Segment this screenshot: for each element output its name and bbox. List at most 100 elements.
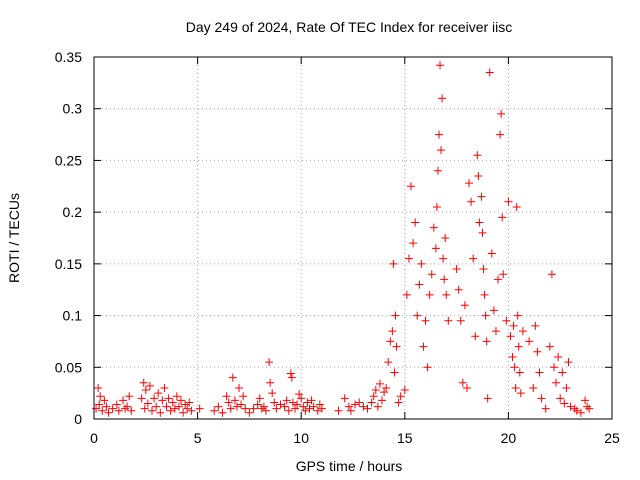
data-point bbox=[389, 259, 398, 268]
data-point bbox=[413, 311, 422, 320]
data-point bbox=[506, 332, 515, 341]
data-point bbox=[570, 404, 579, 413]
data-point bbox=[170, 404, 179, 413]
data-point bbox=[549, 363, 558, 372]
data-point bbox=[384, 358, 393, 367]
data-point bbox=[531, 321, 540, 330]
data-point bbox=[392, 342, 401, 351]
data-point bbox=[511, 383, 520, 392]
y-tick-label: 0.35 bbox=[55, 49, 82, 65]
data-point bbox=[276, 400, 285, 409]
data-point bbox=[554, 352, 563, 361]
data-point bbox=[456, 316, 465, 325]
data-point bbox=[288, 398, 297, 407]
data-point bbox=[344, 402, 353, 411]
data-point bbox=[140, 404, 149, 413]
data-point bbox=[317, 404, 326, 413]
data-point bbox=[299, 402, 308, 411]
data-point bbox=[498, 213, 507, 222]
data-point bbox=[482, 337, 491, 346]
data-point bbox=[309, 402, 318, 411]
data-point bbox=[346, 406, 355, 415]
x-axis-label: GPS time / hours bbox=[296, 458, 403, 474]
data-point bbox=[452, 265, 461, 274]
data-point bbox=[102, 402, 111, 411]
data-point bbox=[230, 396, 239, 405]
data-point bbox=[125, 392, 134, 401]
data-point bbox=[458, 378, 467, 387]
data-point bbox=[407, 182, 416, 191]
data-point bbox=[572, 406, 581, 415]
data-point bbox=[222, 392, 231, 401]
data-point bbox=[98, 406, 107, 415]
plot-frame bbox=[93, 56, 613, 420]
data-point bbox=[402, 290, 411, 299]
data-point bbox=[141, 386, 150, 395]
data-point bbox=[172, 392, 181, 401]
data-point bbox=[491, 327, 500, 336]
data-point bbox=[315, 400, 324, 409]
data-point bbox=[137, 394, 146, 403]
data-point bbox=[378, 396, 387, 405]
data-point bbox=[119, 396, 128, 405]
y-tick-label: 0.25 bbox=[55, 152, 82, 168]
data-point bbox=[145, 381, 154, 390]
y-axis-label: ROTI / TECUs bbox=[6, 193, 22, 283]
data-point bbox=[431, 244, 440, 253]
data-point bbox=[266, 378, 275, 387]
data-point bbox=[375, 379, 384, 388]
data-point bbox=[386, 337, 395, 346]
data-point bbox=[556, 394, 565, 403]
data-point bbox=[340, 394, 349, 403]
data-point bbox=[232, 402, 241, 411]
x-tick-label: 15 bbox=[397, 430, 413, 446]
y-tick-label: 0.05 bbox=[55, 359, 82, 375]
y-tick-label: 0.15 bbox=[55, 256, 82, 272]
data-point bbox=[214, 402, 223, 411]
data-point bbox=[382, 383, 391, 392]
data-point bbox=[454, 285, 463, 294]
data-point bbox=[154, 389, 163, 398]
data-point bbox=[502, 316, 511, 325]
data-point bbox=[94, 383, 103, 392]
data-point bbox=[313, 406, 322, 415]
data-point bbox=[509, 321, 518, 330]
data-point bbox=[537, 394, 546, 403]
data-point bbox=[139, 378, 148, 387]
data-point bbox=[411, 218, 420, 227]
data-point bbox=[257, 404, 266, 413]
data-point bbox=[152, 402, 161, 411]
data-point bbox=[307, 396, 316, 405]
data-point bbox=[421, 316, 430, 325]
data-point bbox=[187, 406, 196, 415]
data-point bbox=[460, 301, 469, 310]
data-point bbox=[481, 311, 490, 320]
data-point bbox=[351, 400, 360, 409]
data-point bbox=[363, 404, 372, 413]
data-point bbox=[195, 404, 204, 413]
data-point bbox=[280, 402, 289, 411]
data-point bbox=[388, 327, 397, 336]
data-point bbox=[270, 398, 279, 407]
data-point bbox=[226, 404, 235, 413]
data-point bbox=[255, 394, 264, 403]
data-point bbox=[284, 406, 293, 415]
data-point bbox=[305, 404, 314, 413]
data-point bbox=[148, 406, 157, 415]
data-point bbox=[100, 396, 109, 405]
data-point bbox=[427, 270, 436, 279]
data-point bbox=[515, 368, 524, 377]
data-point bbox=[160, 383, 169, 392]
data-point bbox=[164, 394, 173, 403]
x-tick-label: 25 bbox=[604, 430, 620, 446]
data-point bbox=[380, 388, 389, 397]
data-point bbox=[514, 342, 523, 351]
data-point bbox=[529, 383, 538, 392]
data-point bbox=[185, 398, 194, 407]
data-point bbox=[404, 254, 413, 263]
data-point bbox=[181, 400, 190, 409]
data-point bbox=[253, 400, 262, 409]
data-point bbox=[487, 249, 496, 258]
data-point bbox=[237, 400, 246, 409]
data-point bbox=[391, 311, 400, 320]
